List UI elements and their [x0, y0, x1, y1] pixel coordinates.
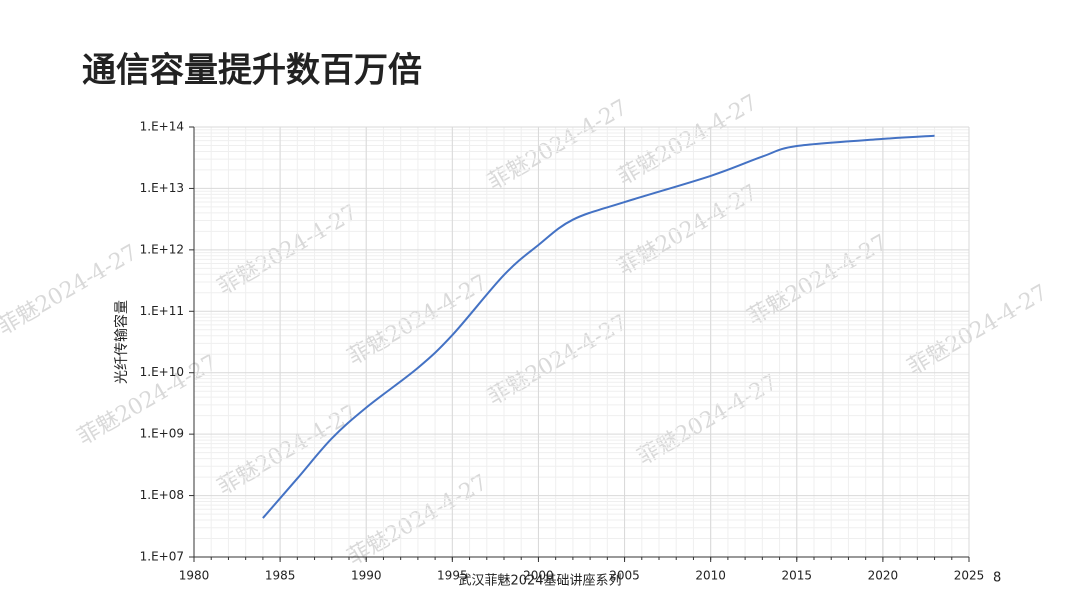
y-tick-label: 1.E+07 — [140, 550, 184, 564]
y-axis-label: 光纤传输容量 — [113, 300, 130, 384]
y-tick-label: 1.E+09 — [140, 427, 184, 441]
data-line — [262, 134, 935, 519]
x-tick-label: 1980 — [179, 569, 210, 583]
x-tick-label: 1990 — [351, 569, 382, 583]
y-tick-label: 1.E+14 — [140, 120, 184, 134]
x-tick-label: 2000 — [523, 569, 554, 583]
y-tick-label: 1.E+12 — [140, 242, 184, 256]
y-tick-label: 1.E+10 — [140, 365, 184, 379]
x-tick-label: 1995 — [437, 569, 468, 583]
x-tick-label: 2015 — [782, 569, 813, 583]
x-tick-label: 1985 — [265, 569, 296, 583]
page-number: 8 — [993, 571, 1001, 586]
x-tick-label: 2025 — [954, 569, 985, 583]
slide-title: 通信容量提升数百万倍 — [82, 51, 422, 91]
x-tick-label: 2005 — [609, 569, 640, 583]
footer: 武汉菲魅2024基础讲座系列 — [458, 574, 621, 589]
y-tick-label: 1.E+13 — [140, 181, 184, 195]
y-tick-label: 1.E+11 — [140, 304, 184, 318]
y-tick-label: 1.E+08 — [140, 488, 184, 502]
x-tick-label: 2010 — [695, 569, 726, 583]
x-tick-label: 2020 — [868, 569, 899, 583]
